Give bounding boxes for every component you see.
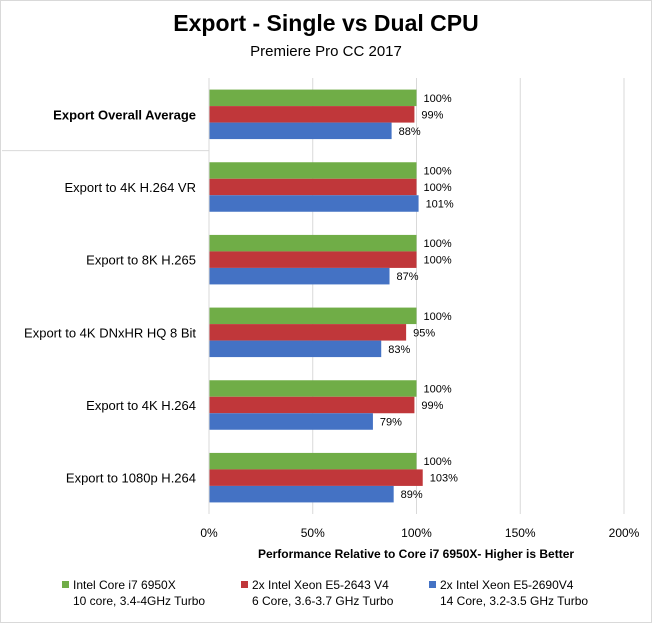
bar-export-to-4k-dnxhr-hq-8-bit-s2 <box>209 324 407 341</box>
x-tick-label-200: 200% <box>609 526 640 540</box>
value-label-export-to-4k-h-264-vr-s1: 100% <box>424 166 452 178</box>
bar-export-to-4k-h-264-vr-s3 <box>209 195 419 212</box>
bar-export-to-4k-h-264-s1 <box>209 380 417 397</box>
legend-swatch-e5-2643 <box>241 581 248 588</box>
value-label-export-to-4k-h-264-s2: 99% <box>421 400 443 412</box>
x-tick-label-100: 100% <box>401 526 432 540</box>
value-label-export-to-4k-h-264-s3: 79% <box>380 417 402 429</box>
category-label-export-to-1080p-h-264: Export to 1080p H.264 <box>66 471 196 486</box>
value-label-export-to-4k-h-264-s1: 100% <box>424 384 452 396</box>
value-label-export-to-1080p-h-264-s3: 89% <box>401 489 423 501</box>
bar-export-to-8k-h-265-s1 <box>209 234 417 252</box>
x-tick-label-50: 50% <box>301 526 325 540</box>
bar-export-overall-average-s3 <box>209 122 392 140</box>
value-label-export-to-8k-h-265-s3: 87% <box>397 271 419 283</box>
legend-item-e5-2643: 2x Intel Xeon E5-2643 V4 6 Core, 3.6-3.7… <box>241 577 393 609</box>
bar-export-to-4k-h-264-s3 <box>209 413 373 430</box>
x-axis-title: Performance Relative to Core i7 6950X- H… <box>258 547 574 561</box>
category-label-export-overall-average: Export Overall Average <box>53 107 196 122</box>
legend-swatch-e5-2690 <box>429 581 436 588</box>
value-label-export-to-4k-h-264-vr-s2: 100% <box>424 182 452 194</box>
value-label-export-to-4k-h-264-vr-s3: 101% <box>426 199 454 211</box>
category-label-export-to-4k-h-264-vr: Export to 4K H.264 VR <box>64 180 196 195</box>
bar-export-to-1080p-h-264-s3 <box>209 485 394 503</box>
bar-export-to-4k-dnxhr-hq-8-bit-s1 <box>209 307 417 325</box>
legend-item-i7: Intel Core i7 6950X 10 core, 3.4-4GHz Tu… <box>62 577 205 609</box>
x-tick-label-150: 150% <box>505 526 536 540</box>
value-label-export-to-4k-dnxhr-hq-8-bit-s1: 100% <box>424 311 452 323</box>
legend-swatch-i7 <box>62 581 69 588</box>
x-tick-label-0: 0% <box>200 526 218 540</box>
value-label-export-to-4k-dnxhr-hq-8-bit-s2: 95% <box>413 327 435 339</box>
bar-export-to-1080p-h-264-s2 <box>209 469 423 486</box>
bar-export-to-4k-h-264-vr-s1 <box>209 162 417 179</box>
bar-export-overall-average-s1 <box>209 89 417 107</box>
legend-item-e5-2690: 2x Intel Xeon E5-2690V4 14 Core, 3.2-3.5… <box>429 577 588 609</box>
value-label-export-to-4k-dnxhr-hq-8-bit-s3: 83% <box>388 344 410 356</box>
legend-detail-e5-2690: 14 Core, 3.2-3.5 GHz Turbo <box>440 594 589 608</box>
bar-export-to-4k-h-264-vr-s2 <box>209 178 417 196</box>
bar-export-to-8k-h-265-s3 <box>209 267 390 285</box>
value-label-export-overall-average-s1: 100% <box>424 93 452 105</box>
value-label-export-overall-average-s3: 88% <box>399 126 421 138</box>
bar-export-to-1080p-h-264-s1 <box>209 452 417 470</box>
legend-label-e5-2690: 2x Intel Xeon E5-2690V4 <box>440 578 574 592</box>
bar-export-to-4k-dnxhr-hq-8-bit-s3 <box>209 340 382 358</box>
category-label-export-to-4k-dnxhr-hq-8-bit: Export to 4K DNxHR HQ 8 Bit <box>24 325 196 340</box>
legend-label-i7: Intel Core i7 6950X <box>73 578 176 592</box>
value-label-export-overall-average-s2: 99% <box>421 109 443 121</box>
bar-export-overall-average-s2 <box>209 106 415 123</box>
category-label-export-to-4k-h-264: Export to 4K H.264 <box>86 398 196 413</box>
legend-label-e5-2643: 2x Intel Xeon E5-2643 V4 <box>252 578 389 592</box>
value-label-export-to-8k-h-265-s1: 100% <box>424 238 452 250</box>
category-label-export-to-8k-h-265: Export to 8K H.265 <box>86 253 196 268</box>
chart-subtitle: Premiere Pro CC 2017 <box>250 43 402 60</box>
value-label-export-to-1080p-h-264-s1: 100% <box>424 456 452 468</box>
chart-title: Export - Single vs Dual CPU <box>173 10 479 36</box>
value-label-export-to-1080p-h-264-s2: 103% <box>430 473 458 485</box>
bar-export-to-4k-h-264-s2 <box>209 396 415 414</box>
value-label-export-to-8k-h-265-s2: 100% <box>424 255 452 267</box>
bar-export-to-8k-h-265-s2 <box>209 251 417 268</box>
legend-detail-i7: 10 core, 3.4-4GHz Turbo <box>73 594 206 608</box>
legend-detail-e5-2643: 6 Core, 3.6-3.7 GHz Turbo <box>252 594 394 608</box>
